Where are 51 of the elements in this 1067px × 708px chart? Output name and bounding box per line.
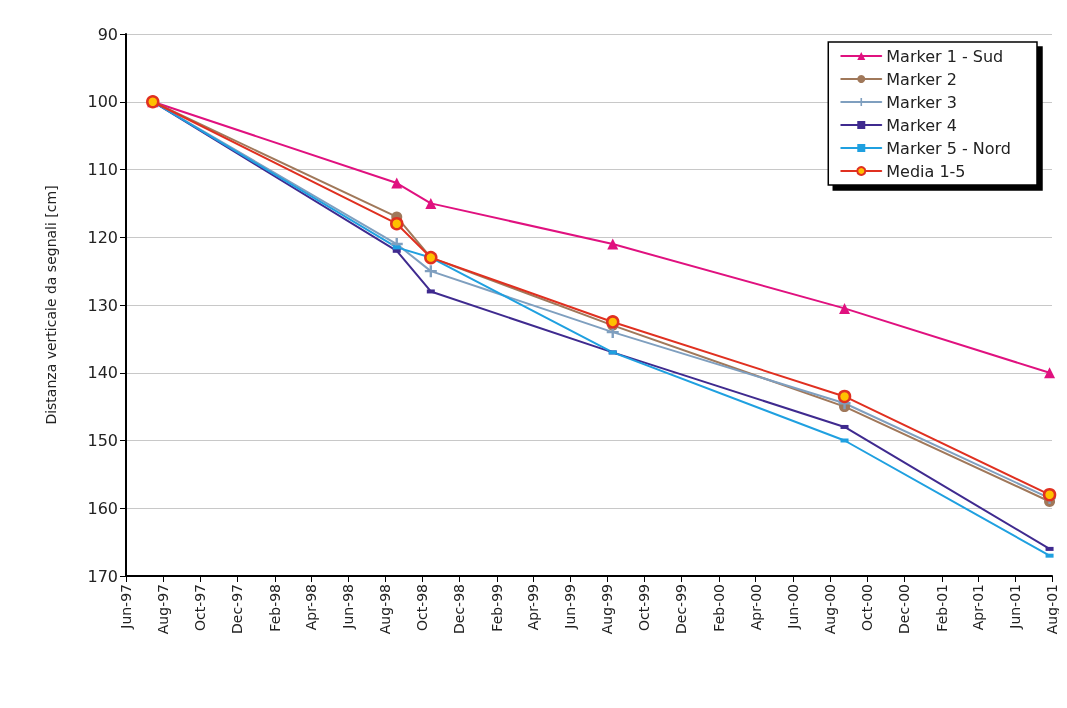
x-tick-label: Apr-00: [747, 584, 764, 631]
x-tick-label: Apr-98: [302, 584, 319, 631]
point: [837, 389, 852, 404]
y-tick-label: 110: [87, 160, 118, 179]
x-tick-label: Dec-99: [673, 584, 690, 634]
x-tick-label: Aug-98: [377, 584, 394, 635]
y-tick-label: 120: [87, 227, 118, 247]
x-tick-label: Dec-00: [896, 584, 913, 634]
point: [839, 302, 851, 314]
legend-label: Marker 4: [886, 115, 957, 135]
x-tick-label: Jun-98: [340, 584, 357, 630]
x-tick-label: Aug-99: [599, 584, 616, 635]
legend-label: Marker 3: [886, 92, 957, 112]
y-tick-label: 170: [87, 566, 118, 586]
x-tick-label: Oct-99: [636, 584, 653, 632]
x-tick-label: Oct-98: [414, 584, 431, 632]
x-tick-label: Dec-98: [451, 584, 468, 634]
x-tick-label: Jun-97: [118, 584, 134, 630]
y-tick-label: 130: [87, 295, 118, 315]
y-tick-label: 90: [97, 24, 118, 44]
x-tick-label: Feb-98: [267, 584, 284, 632]
y-axis-title: Distanza verticale da segnali [cm]: [43, 185, 59, 425]
x-tick-label: Oct-97: [192, 584, 209, 632]
point: [605, 315, 620, 329]
x-tick-label: Apr-99: [525, 584, 542, 631]
y-tick-label: 140: [87, 363, 118, 383]
point: [425, 197, 437, 209]
x-tick-label: Feb-01: [933, 584, 950, 632]
y-tick-label: 160: [87, 498, 118, 518]
point: [390, 216, 404, 231]
x-tick-label: Aug-00: [821, 584, 838, 635]
x-tick-label: Aug-01: [1044, 584, 1060, 635]
x-tick-label: Feb-99: [489, 584, 506, 632]
y-tick-label: 150: [87, 431, 118, 450]
point: [1044, 367, 1056, 379]
legend-label: Marker 1 - Sud: [886, 46, 1004, 66]
point: [1042, 487, 1057, 502]
x-tick-label: Oct-00: [859, 584, 876, 632]
x-tick-label: Dec-97: [229, 584, 246, 634]
legend-label: Marker 2: [886, 69, 957, 89]
point: [391, 177, 403, 189]
legend-label: Marker 5 - Nord: [886, 138, 1012, 158]
legend-label: Media 1-5: [886, 161, 966, 181]
y-tick-label: 100: [87, 92, 118, 112]
point: [607, 238, 619, 250]
x-tick-label: Feb-00: [711, 584, 728, 632]
x-tick-label: Jun-99: [562, 584, 579, 630]
x-tick-label: Apr-01: [969, 584, 986, 631]
x-tick-label: Jun-01: [1006, 584, 1023, 630]
x-tick-label: Aug-97: [155, 584, 172, 635]
x-tick-label: Jun-00: [784, 584, 801, 630]
